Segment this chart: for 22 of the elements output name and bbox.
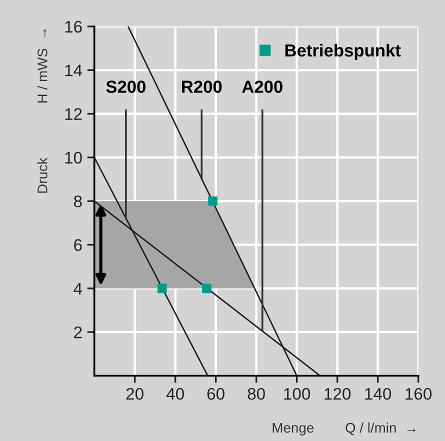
legend-label: Betriebspunkt	[285, 44, 401, 60]
y-tick-label: 14	[65, 64, 82, 76]
y-axis-title: Druck H / mWS →	[37, 29, 48, 193]
y-tick-label: 6	[74, 239, 82, 251]
y-tick-label: 2	[74, 326, 82, 338]
y-tick-label: 10	[65, 152, 82, 164]
x-tick-label: 100	[284, 388, 310, 400]
x-tick-label: 40	[166, 388, 184, 400]
y-tick-label: 16	[65, 20, 82, 33]
x-tick-label: 60	[207, 388, 224, 400]
x-tick-label: 120	[324, 388, 351, 400]
x-tick-label: 160	[406, 388, 432, 400]
y-tick-label: 12	[65, 108, 82, 120]
y-tick-label: 4	[74, 282, 82, 294]
x-tick-label: 80	[248, 388, 265, 400]
x-tick-label: 140	[365, 388, 392, 400]
annotation: R200	[182, 80, 222, 93]
y-tick-label: 8	[74, 195, 82, 208]
x-axis-title: Menge Q / l/min →	[272, 422, 416, 436]
x-tick-label: 20	[126, 388, 144, 400]
annotation: S200	[106, 80, 146, 93]
annotation: A200	[242, 80, 282, 93]
